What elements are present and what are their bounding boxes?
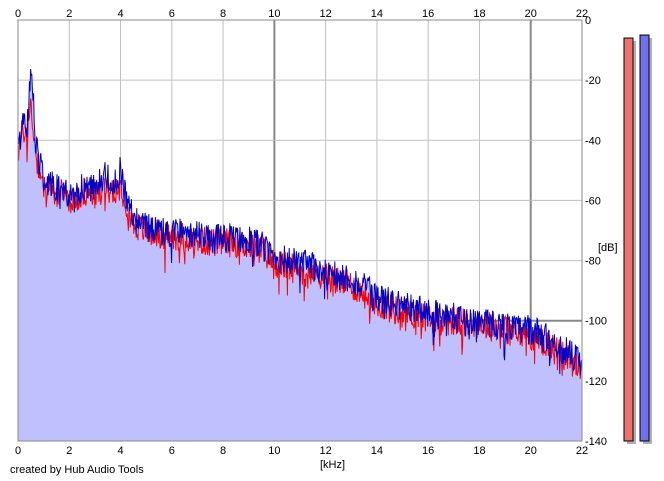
y-tick-label: 0 (585, 15, 591, 27)
level-meter-bar (623, 37, 634, 442)
y-tick-label: -100 (585, 316, 607, 328)
x-tick-label: 20 (525, 8, 537, 20)
y-tick-label: -140 (585, 436, 607, 448)
x-tick-label: 2 (66, 445, 72, 457)
x-tick-label: 4 (117, 8, 123, 20)
x-tick-labels: 0 2 4 6 8 10 12 14 16 18 20 220 2 4 6 8 10 12 14 16 18 20 22 (15, 8, 588, 457)
x-tick-label: 22 (576, 445, 588, 457)
level-meter-bar (639, 34, 650, 442)
x-tick-label: 22 (576, 8, 588, 20)
plot-frame (17, 19, 583, 442)
x-axis-label: [kHz] (320, 459, 345, 471)
y-tick-label: -120 (585, 376, 607, 388)
x-tick-label: 14 (371, 8, 383, 20)
x-tick-label: 16 (422, 445, 434, 457)
x-tick-label: 8 (220, 8, 226, 20)
x-tick-label: 18 (473, 8, 485, 20)
y-tick-label: -60 (585, 195, 601, 207)
x-tick-label: 0 (15, 8, 21, 20)
x-tick-label: 14 (371, 445, 383, 457)
spectrum-area (18, 69, 582, 441)
x-tick-label: 12 (320, 445, 332, 457)
x-tick-label: 0 (15, 445, 21, 457)
series-line (17, 68, 582, 376)
spectrum-fill (18, 69, 582, 441)
x-tick-label: 8 (220, 445, 226, 457)
x-tick-label: 6 (169, 445, 175, 457)
x-tick-label: 10 (268, 8, 280, 20)
spectrum-lines (17, 68, 582, 380)
x-tick-label: 20 (525, 445, 537, 457)
level-meters (623, 34, 652, 445)
plot-border (17, 19, 583, 442)
y-tick-label: -20 (585, 75, 601, 87)
x-tick-label: 4 (117, 445, 123, 457)
x-tick-label: 10 (268, 445, 280, 457)
x-tick-label: 2 (66, 8, 72, 20)
credit-text: created by Hub Audio Tools (10, 464, 144, 476)
x-tick-label: 6 (169, 8, 175, 20)
x-tick-label: 18 (473, 445, 485, 457)
y-tick-label: -80 (585, 256, 601, 268)
y-tick-labels: 0 -20 -40 -60 -80 -100 -120 -140 (585, 15, 607, 448)
x-tick-label: 12 (320, 8, 332, 20)
x-tick-label: 16 (422, 8, 434, 20)
y-tick-label: -40 (585, 135, 601, 147)
y-axis-label: [dB] (598, 242, 618, 254)
